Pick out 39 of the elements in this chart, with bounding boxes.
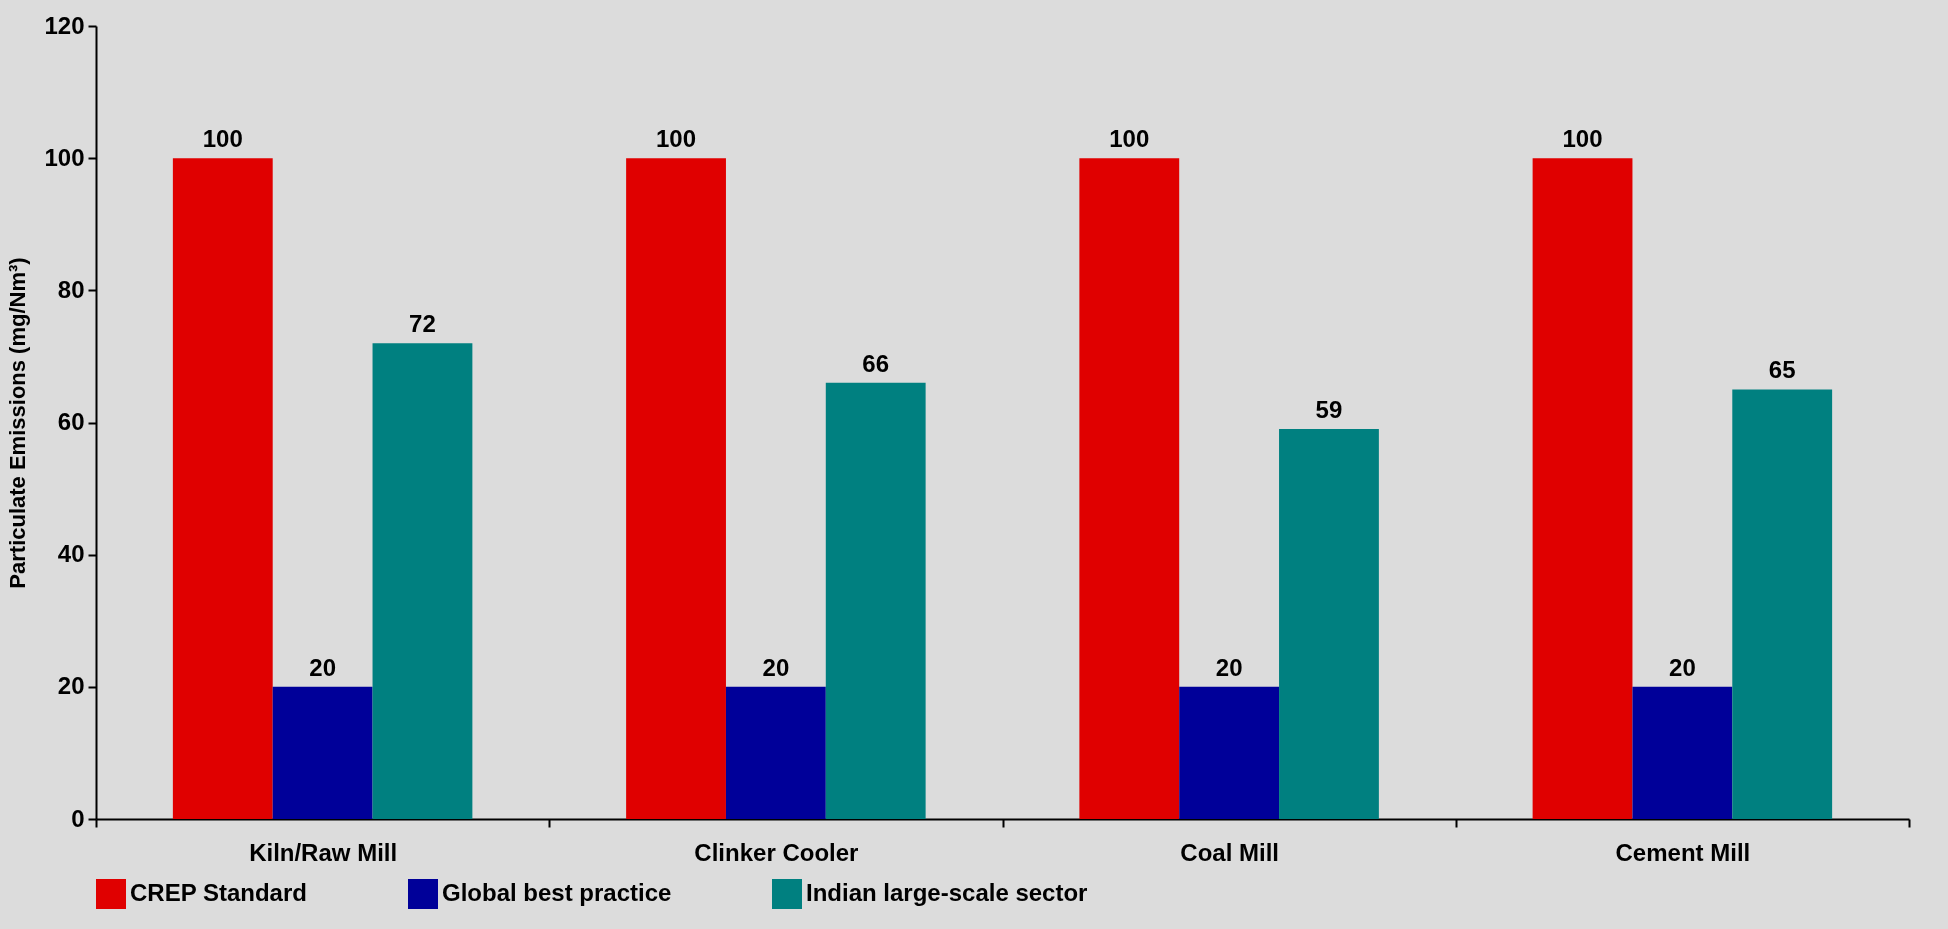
x-tick-label: Clinker Cooler [694,838,859,866]
bar [1732,389,1833,819]
bar [1532,158,1633,819]
x-tick-label: Cement Mill [1615,838,1751,866]
bar [1279,429,1379,819]
y-tick-label: 80 [57,275,85,303]
data-label: 20 [309,653,336,681]
data-label: 66 [862,349,890,377]
bar [172,158,273,819]
y-tick-label: 20 [57,672,85,700]
x-tick-label: Coal Mill [1180,838,1279,866]
bar [372,343,473,819]
legend-label: CREP Standard [130,879,307,906]
bar [626,158,726,819]
bar [272,686,373,819]
data-label: 72 [409,310,436,338]
bar [1179,686,1280,819]
data-label: 100 [1562,125,1603,153]
legend-label: Global best practice [442,879,672,906]
bar [725,686,826,819]
data-label: 100 [656,125,697,153]
bar [1632,686,1733,819]
data-label: 65 [1768,356,1796,384]
y-tick-label: 120 [44,11,85,39]
y-tick-label: 100 [44,143,85,171]
bar [1079,158,1180,819]
bar [825,382,926,819]
data-label: 59 [1315,396,1343,424]
data-label: 20 [1669,653,1696,681]
data-label: 20 [762,653,790,681]
legend-label: Indian large-scale sector [806,879,1088,906]
data-label: 100 [1109,125,1150,153]
data-label: 100 [202,125,243,153]
y-axis-title: Particulate Emissions (mg/Nm³) [5,257,31,589]
y-tick-label: 60 [57,408,85,435]
x-tick-label: Kiln/Raw Mill [249,838,398,866]
y-tick-label: 40 [57,540,85,568]
data-label: 20 [1215,653,1243,681]
y-tick-label: 0 [71,804,85,832]
